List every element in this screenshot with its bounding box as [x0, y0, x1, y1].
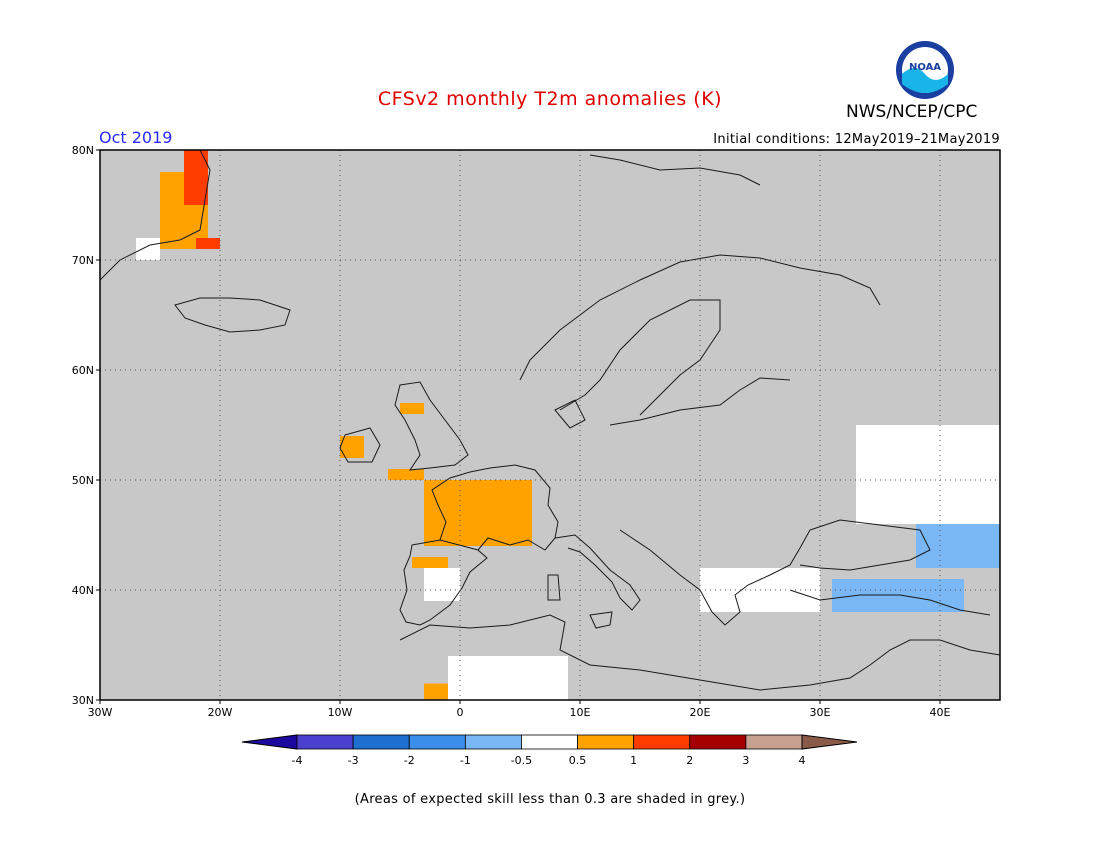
noaa-logo: NOAA: [896, 41, 954, 99]
lon-tick-label: 30E: [810, 706, 831, 719]
lat-tick-label: 80N: [72, 144, 94, 157]
agency-label: NWS/NCEP/CPC: [846, 102, 978, 122]
map-title: CFSv2 monthly T2m anomalies (K): [377, 88, 723, 110]
anomaly-region-near_normal: [424, 568, 460, 601]
lat-tick-label: 60N: [72, 364, 94, 377]
anomaly-region-above_0.5: [388, 469, 424, 480]
coast-greenland: [99, 149, 211, 281]
svg-text:NOAA: NOAA: [909, 62, 941, 73]
skill-footnote: (Areas of expected skill less than 0.3 a…: [354, 792, 746, 807]
initial-conditions-label: Initial conditions: 12May2019–21May2019: [713, 132, 1000, 147]
colorbar-label: -2: [404, 754, 415, 767]
coast-iceland: [174, 297, 291, 333]
colorbar-segment: [577, 734, 635, 750]
coast-sicily: [589, 611, 613, 629]
colorbar-segment: [633, 734, 691, 750]
colorbar-label: -3: [348, 754, 359, 767]
anomaly-regions: [136, 150, 1000, 700]
lat-tick-label: 40N: [72, 584, 94, 597]
lon-tick-label: 40E: [930, 706, 951, 719]
colorbar-segment: [352, 734, 410, 750]
colorbar-segment: [689, 734, 747, 750]
lon-tick-label: 30W: [88, 706, 113, 719]
anomaly-region-near_normal: [448, 656, 568, 700]
colorbar-label: 4: [799, 754, 806, 767]
lon-tick-label: 20E: [690, 706, 711, 719]
colorbar-segment: [464, 734, 522, 750]
anomaly-region-near_normal: [136, 238, 160, 260]
colorbar-segment: [521, 734, 578, 750]
coast-baltic: [609, 377, 791, 426]
lon-tick-label: 0: [457, 706, 464, 719]
lon-tick-label: 10W: [328, 706, 353, 719]
colorbar-label: 3: [742, 754, 749, 767]
colorbar-label: 0.5: [569, 754, 587, 767]
coast-sweden: [559, 299, 721, 416]
colorbar-segment: [745, 734, 803, 750]
anomaly-region-above_1: [184, 150, 208, 205]
coast-sardinia: [547, 574, 561, 601]
coast-black-sea: [799, 519, 931, 571]
coast-britain: [394, 381, 469, 471]
coast-svalbard: [589, 154, 761, 186]
coast-ireland: [339, 427, 381, 463]
colorbar-label: -1: [460, 754, 471, 767]
forecast-month-label: Oct 2019: [99, 128, 173, 147]
lat-tick-label: 70N: [72, 254, 94, 267]
colorbar: -4 -3 -2 -1 -0.5 0.5 1 2 3 4: [241, 734, 858, 767]
anomaly-region-above_1: [196, 238, 220, 249]
anomaly-region-above_0.5: [412, 557, 448, 568]
anomaly-region-above_0.5: [340, 436, 364, 458]
coast-italy: [554, 534, 641, 611]
colorbar-label: 2: [686, 754, 693, 767]
coast-iberia: [399, 539, 488, 626]
coast-norway: [519, 254, 881, 381]
map-frame: [99, 149, 1001, 701]
lon-tick-label: 10E: [570, 706, 591, 719]
colorbar-label: -4: [292, 754, 303, 767]
colorbar-label: 1: [630, 754, 637, 767]
colorbar-label: -0.5: [511, 754, 532, 767]
colorbar-lower-arrow: [241, 734, 298, 750]
lat-tick-labels: 80N 70N 60N 50N 40N 30N: [72, 144, 100, 707]
colorbar-upper-arrow: [801, 734, 858, 750]
lat-tick-label: 50N: [72, 474, 94, 487]
anomaly-region-below_-0.5: [916, 524, 1000, 568]
anomaly-region-above_0.5: [400, 403, 424, 414]
lon-tick-labels: 30W 20W 10W 0 10E 20E 30E 40E: [88, 700, 951, 719]
coast-denmark: [554, 399, 586, 429]
anomaly-region-near_normal: [856, 425, 1000, 524]
lon-tick-label: 20W: [208, 706, 233, 719]
anomaly-region-above_0.5: [424, 480, 532, 546]
coast-balkans: [619, 529, 811, 626]
lat-tick-label: 30N: [72, 694, 94, 707]
coast-france: [431, 464, 559, 551]
colorbar-segment: [408, 734, 466, 750]
colorbar-segment: [296, 734, 354, 750]
